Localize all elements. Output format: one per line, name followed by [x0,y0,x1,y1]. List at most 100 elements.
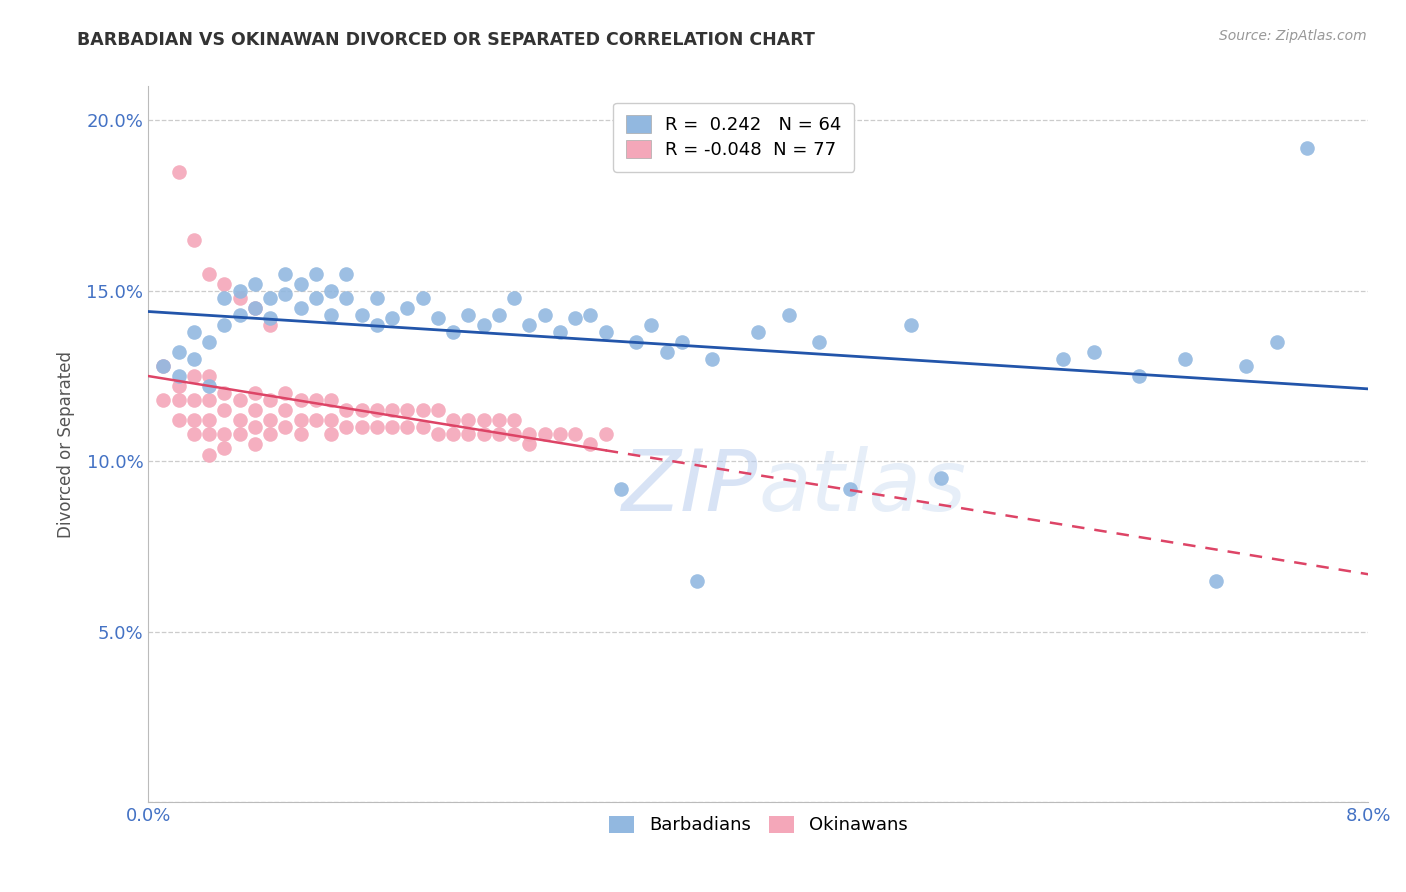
Point [655,345,678,359]
Point [1174,352,1197,367]
Point [412,403,434,417]
Point [305,392,328,407]
Point [198,427,221,442]
Point [441,325,464,339]
Point [214,427,236,442]
Point [900,318,922,332]
Point [412,420,434,434]
Point [321,413,343,427]
Point [396,403,419,417]
Point [350,308,373,322]
Point [243,403,266,417]
Point [243,301,266,315]
Point [381,420,404,434]
Point [472,413,495,427]
Point [381,403,404,417]
Point [519,437,541,451]
Point [274,287,297,301]
Point [290,413,312,427]
Point [610,482,633,496]
Point [259,392,281,407]
Point [214,277,236,291]
Point [488,427,510,442]
Point [274,386,297,401]
Point [243,277,266,291]
Point [183,233,205,247]
Point [747,325,769,339]
Point [366,318,388,332]
Point [290,301,312,315]
Point [579,308,602,322]
Text: atlas: atlas [758,446,966,529]
Point [335,291,357,305]
Point [702,352,724,367]
Point [198,267,221,281]
Point [548,325,571,339]
Point [198,413,221,427]
Point [183,413,205,427]
Point [183,369,205,384]
Point [671,334,693,349]
Point [167,345,190,359]
Point [640,318,662,332]
Point [686,574,709,588]
Point [426,403,449,417]
Point [167,392,190,407]
Point [503,427,526,442]
Point [335,267,357,281]
Point [503,291,526,305]
Point [1265,334,1288,349]
Point [564,311,586,326]
Point [152,359,174,373]
Point [290,392,312,407]
Point [396,420,419,434]
Point [167,413,190,427]
Point [1234,359,1257,373]
Point [274,267,297,281]
Point [214,386,236,401]
Point [228,413,250,427]
Point [624,334,647,349]
Point [441,413,464,427]
Point [183,427,205,442]
Point [366,291,388,305]
Point [1083,345,1105,359]
Point [214,403,236,417]
Point [152,359,174,373]
Point [321,392,343,407]
Point [198,334,221,349]
Point [488,413,510,427]
Point [321,284,343,298]
Point [228,392,250,407]
Point [274,420,297,434]
Text: BARBADIAN VS OKINAWAN DIVORCED OR SEPARATED CORRELATION CHART: BARBADIAN VS OKINAWAN DIVORCED OR SEPARA… [77,31,815,49]
Point [214,318,236,332]
Point [519,318,541,332]
Point [321,427,343,442]
Point [519,427,541,442]
Point [457,427,479,442]
Legend: Barbadians, Okinawans: Barbadians, Okinawans [600,806,917,843]
Point [167,379,190,393]
Point [167,164,190,178]
Text: ZIP: ZIP [621,446,758,529]
Point [274,403,297,417]
Point [595,325,617,339]
Point [350,403,373,417]
Point [198,369,221,384]
Point [290,277,312,291]
Point [335,420,357,434]
Point [533,308,555,322]
Point [778,308,800,322]
Point [350,420,373,434]
Point [1296,141,1319,155]
Point [198,448,221,462]
Text: Source: ZipAtlas.com: Source: ZipAtlas.com [1219,29,1367,43]
Point [533,427,555,442]
Point [259,413,281,427]
Point [259,291,281,305]
Point [228,427,250,442]
Point [183,392,205,407]
Point [228,291,250,305]
Point [290,427,312,442]
